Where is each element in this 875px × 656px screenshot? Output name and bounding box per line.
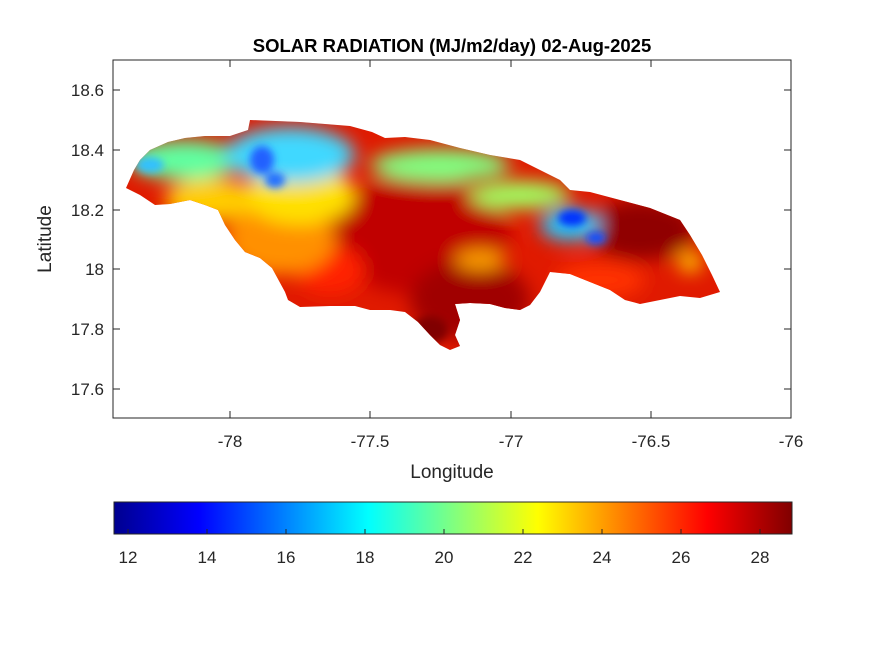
chart-title: SOLAR RADIATION (MJ/m2/day) 02-Aug-2025 [253,35,652,56]
colorbar-tick-label: 22 [514,548,533,567]
y-axis-ticks [113,89,791,390]
x-axis-label: Longitude [410,462,493,483]
y-tick-label: 18.2 [71,201,104,220]
colorbar-tick-label: 18 [356,548,375,567]
y-tick-label: 18.4 [71,141,104,160]
colorbar-tick-label: 14 [198,548,217,567]
colorbar-ticks [127,529,761,534]
x-axis-ticks [229,60,652,418]
x-tick-label: -76.5 [632,432,671,451]
y-tick-label: 17.6 [71,380,104,399]
colorbar-tick-label: 16 [277,548,296,567]
y-tick-label: 17.8 [71,320,104,339]
colorbar-tick-label: 24 [593,548,612,567]
x-tick-label: -77.5 [351,432,390,451]
colorbar [113,501,793,535]
y-tick-label: 18.6 [71,81,104,100]
y-axis-label: Latitude [35,205,56,273]
colorbar-tick-label: 28 [751,548,770,567]
x-tick-label: -77 [499,432,524,451]
colorbar-tick-label: 12 [119,548,138,567]
colorbar-tick-label: 26 [672,548,691,567]
x-tick-label: -78 [218,432,243,451]
colorbar-tick-label: 20 [435,548,454,567]
x-tick-label: -76 [779,432,804,451]
y-tick-label: 18 [85,260,104,279]
